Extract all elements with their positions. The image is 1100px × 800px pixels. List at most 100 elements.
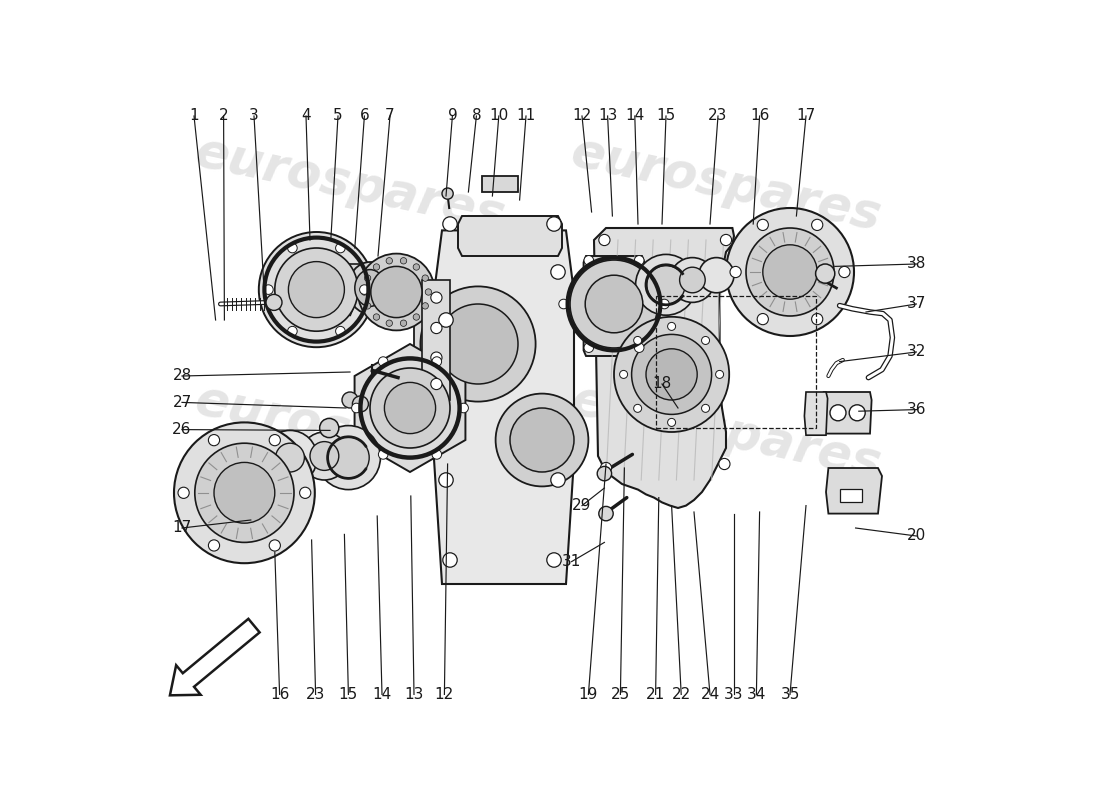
Text: 23: 23 — [708, 109, 728, 123]
Polygon shape — [584, 256, 645, 356]
Circle shape — [287, 326, 297, 336]
Circle shape — [386, 258, 393, 264]
Text: 21: 21 — [646, 687, 666, 702]
Text: 15: 15 — [657, 109, 675, 123]
Text: 1: 1 — [189, 109, 199, 123]
Circle shape — [680, 267, 705, 293]
Text: 23: 23 — [306, 687, 326, 702]
Circle shape — [551, 265, 565, 279]
Circle shape — [547, 553, 561, 567]
Text: eurospares: eurospares — [190, 128, 509, 240]
Circle shape — [174, 422, 315, 563]
Circle shape — [384, 382, 436, 434]
Circle shape — [636, 254, 696, 315]
Circle shape — [631, 334, 712, 414]
Circle shape — [635, 343, 643, 353]
Circle shape — [336, 243, 345, 253]
Circle shape — [547, 217, 561, 231]
Text: 3: 3 — [249, 109, 258, 123]
Circle shape — [373, 264, 380, 270]
Circle shape — [839, 266, 850, 278]
Text: 6: 6 — [360, 109, 370, 123]
Circle shape — [264, 285, 273, 294]
Text: 36: 36 — [906, 402, 926, 417]
Circle shape — [317, 426, 381, 490]
Circle shape — [364, 275, 371, 282]
Circle shape — [614, 317, 729, 432]
Circle shape — [426, 289, 431, 295]
Text: 28: 28 — [173, 369, 191, 383]
Circle shape — [585, 275, 642, 333]
Text: 7: 7 — [385, 109, 395, 123]
Text: 16: 16 — [750, 109, 769, 123]
Circle shape — [443, 553, 458, 567]
Circle shape — [443, 217, 458, 231]
Text: 24: 24 — [701, 687, 719, 702]
Bar — [839, 489, 862, 502]
Circle shape — [459, 403, 469, 413]
Circle shape — [371, 266, 422, 318]
Circle shape — [762, 245, 817, 299]
Polygon shape — [594, 228, 734, 508]
Circle shape — [757, 314, 769, 325]
Circle shape — [422, 275, 428, 282]
Circle shape — [730, 266, 741, 278]
Circle shape — [702, 337, 710, 345]
Circle shape — [370, 368, 450, 448]
Circle shape — [414, 314, 419, 320]
Circle shape — [812, 219, 823, 230]
Circle shape — [420, 286, 536, 402]
Circle shape — [352, 396, 368, 412]
Text: 17: 17 — [796, 109, 815, 123]
Circle shape — [287, 243, 297, 253]
Text: eurospares: eurospares — [566, 128, 886, 240]
Polygon shape — [414, 320, 454, 400]
Circle shape — [208, 434, 220, 446]
Circle shape — [431, 322, 442, 334]
Circle shape — [422, 302, 428, 309]
Text: 18: 18 — [652, 377, 672, 391]
Circle shape — [378, 357, 388, 366]
Polygon shape — [826, 468, 882, 514]
Text: 12: 12 — [434, 687, 454, 702]
Circle shape — [584, 255, 594, 265]
Circle shape — [438, 304, 518, 384]
Circle shape — [439, 473, 453, 487]
Text: 2: 2 — [219, 109, 229, 123]
Circle shape — [442, 188, 453, 199]
Circle shape — [178, 487, 189, 498]
Circle shape — [320, 418, 339, 438]
Circle shape — [208, 540, 220, 551]
Text: 13: 13 — [598, 109, 617, 123]
Circle shape — [360, 285, 370, 294]
Text: 11: 11 — [516, 109, 536, 123]
Circle shape — [342, 392, 358, 408]
Circle shape — [358, 254, 434, 330]
Circle shape — [386, 320, 393, 326]
Circle shape — [400, 258, 407, 264]
Text: 31: 31 — [562, 554, 581, 569]
Circle shape — [668, 418, 675, 426]
Text: 5: 5 — [333, 109, 343, 123]
Text: 29: 29 — [572, 498, 592, 513]
Circle shape — [310, 442, 339, 470]
Text: 9: 9 — [448, 109, 458, 123]
Text: 34: 34 — [747, 687, 766, 702]
Circle shape — [647, 266, 685, 304]
Circle shape — [414, 264, 419, 270]
Text: eurospares: eurospares — [190, 376, 509, 488]
Circle shape — [812, 314, 823, 325]
Circle shape — [660, 299, 669, 309]
Circle shape — [726, 208, 854, 336]
Text: 14: 14 — [373, 687, 392, 702]
Circle shape — [849, 405, 866, 421]
Circle shape — [634, 404, 641, 412]
Circle shape — [496, 394, 588, 486]
Circle shape — [510, 408, 574, 472]
Polygon shape — [346, 264, 364, 316]
Circle shape — [364, 302, 371, 309]
Polygon shape — [434, 230, 574, 584]
Circle shape — [373, 314, 380, 320]
Text: 37: 37 — [906, 297, 926, 311]
Polygon shape — [804, 392, 827, 435]
